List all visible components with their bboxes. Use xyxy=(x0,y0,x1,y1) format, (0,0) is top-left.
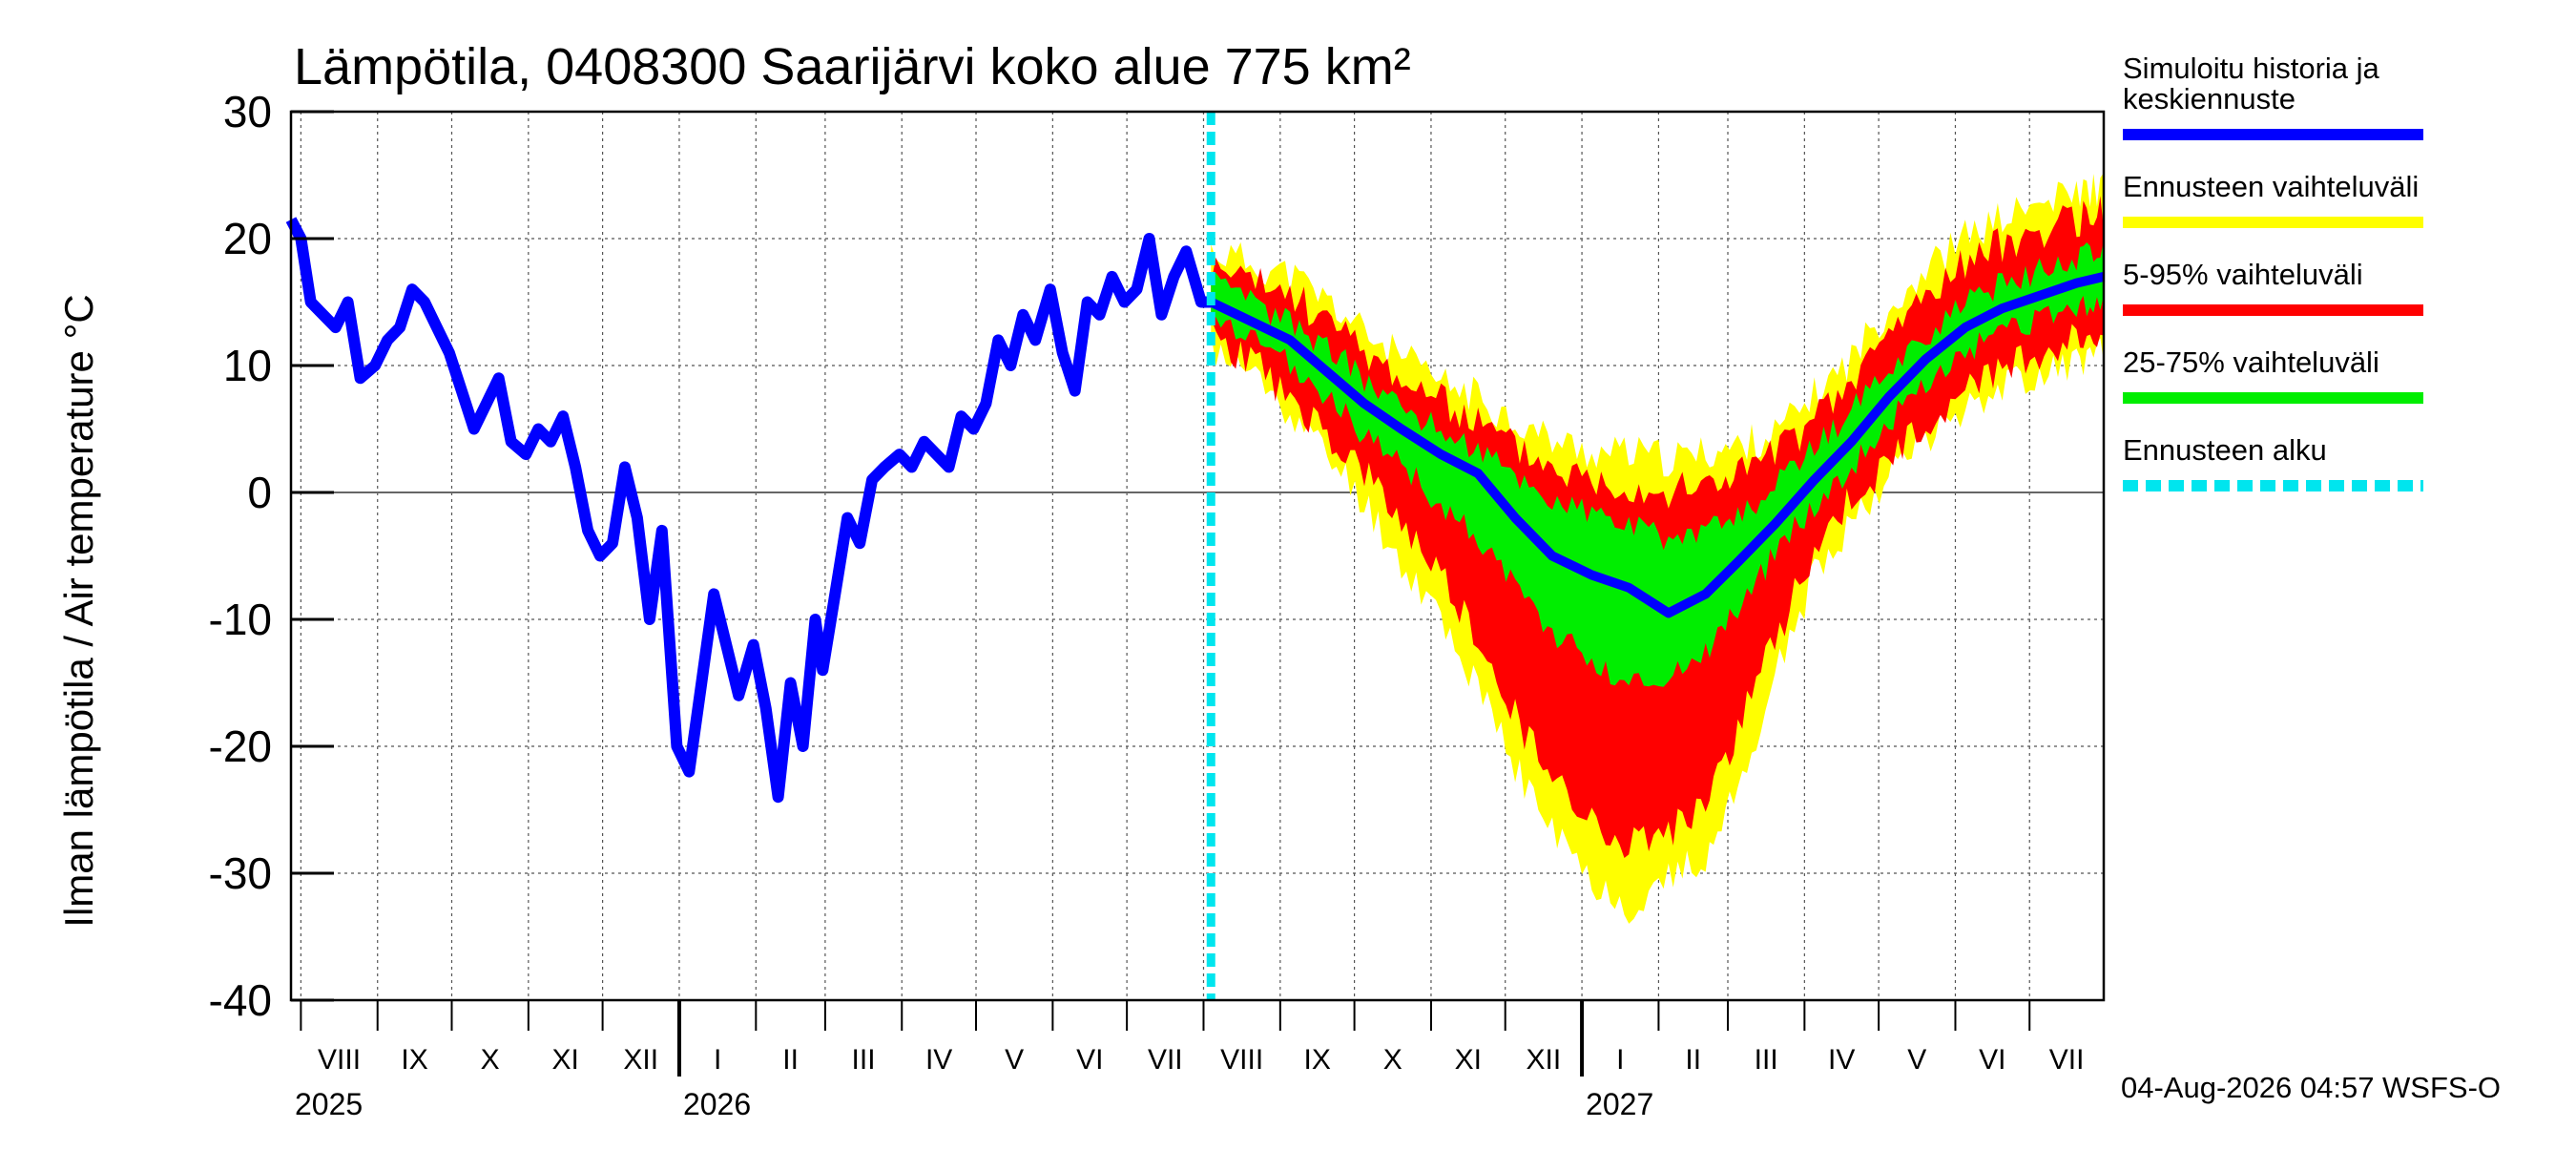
month-label: V xyxy=(1005,1044,1024,1076)
legend-label-1: Ennusteen vaihteluväli xyxy=(2123,170,2419,203)
y-tick-label: -30 xyxy=(209,848,272,898)
history-line xyxy=(285,217,1212,804)
month-label: IX xyxy=(1304,1044,1331,1076)
y-tick-label: 0 xyxy=(247,468,272,517)
timestamp-footer: 04-Aug-2026 04:57 WSFS-O xyxy=(2121,1071,2501,1104)
y-tick-label: -40 xyxy=(209,975,272,1025)
month-label: II xyxy=(1685,1044,1701,1076)
y-tick-label: 20 xyxy=(223,214,272,263)
plot-border xyxy=(289,110,2106,1002)
month-label: VII xyxy=(1148,1044,1183,1076)
forecast-median-line xyxy=(1209,272,2106,618)
year-label: 2025 xyxy=(295,1087,363,1121)
series-lines xyxy=(285,112,2106,1000)
plot-frame xyxy=(289,110,2106,1002)
month-label: VII xyxy=(2049,1044,2085,1076)
forecast-bands xyxy=(1211,173,2104,924)
legend-label-3: 25-75% vaihteluväli xyxy=(2123,345,2379,379)
month-label: IV xyxy=(925,1044,952,1076)
month-label: X xyxy=(481,1044,500,1076)
month-label: IV xyxy=(1828,1044,1855,1076)
month-label: VI xyxy=(1979,1044,2005,1076)
month-label: V xyxy=(1907,1044,1926,1076)
month-label: XII xyxy=(1527,1044,1562,1076)
month-label: VI xyxy=(1076,1044,1103,1076)
legend-label-2: 5-95% vaihteluväli xyxy=(2123,258,2363,291)
month-label: VIII xyxy=(1220,1044,1263,1076)
year-label: 2027 xyxy=(1586,1087,1653,1121)
month-label: XI xyxy=(1455,1044,1482,1076)
chart-title: Lämpötila, 0408300 Saarijärvi koko alue … xyxy=(294,38,1411,95)
month-label: II xyxy=(782,1044,799,1076)
y-axis-label: Ilman lämpötila / Air temperature °C xyxy=(56,294,101,927)
y-tick-label: -10 xyxy=(209,595,272,644)
y-tick-label: -20 xyxy=(209,721,272,771)
month-label: I xyxy=(714,1044,721,1076)
legend-label-4: Ennusteen alku xyxy=(2123,433,2327,467)
y-tick-label: 30 xyxy=(223,87,272,136)
legend-label-0: Simuloitu historia ja xyxy=(2123,52,2380,85)
year-label: 2026 xyxy=(683,1087,751,1121)
month-label: I xyxy=(1616,1044,1624,1076)
month-label: VIII xyxy=(318,1044,361,1076)
legend-label-0-line2: keskiennuste xyxy=(2123,82,2296,115)
month-label: IX xyxy=(401,1044,427,1076)
month-label: XI xyxy=(552,1044,579,1076)
month-label: III xyxy=(1755,1044,1778,1076)
band-5-95 xyxy=(1211,196,2104,859)
y-tick-label: 10 xyxy=(223,341,272,390)
band-25-75 xyxy=(1211,240,2104,687)
month-label: X xyxy=(1383,1044,1402,1076)
month-label: XII xyxy=(623,1044,658,1076)
month-label: III xyxy=(852,1044,876,1076)
